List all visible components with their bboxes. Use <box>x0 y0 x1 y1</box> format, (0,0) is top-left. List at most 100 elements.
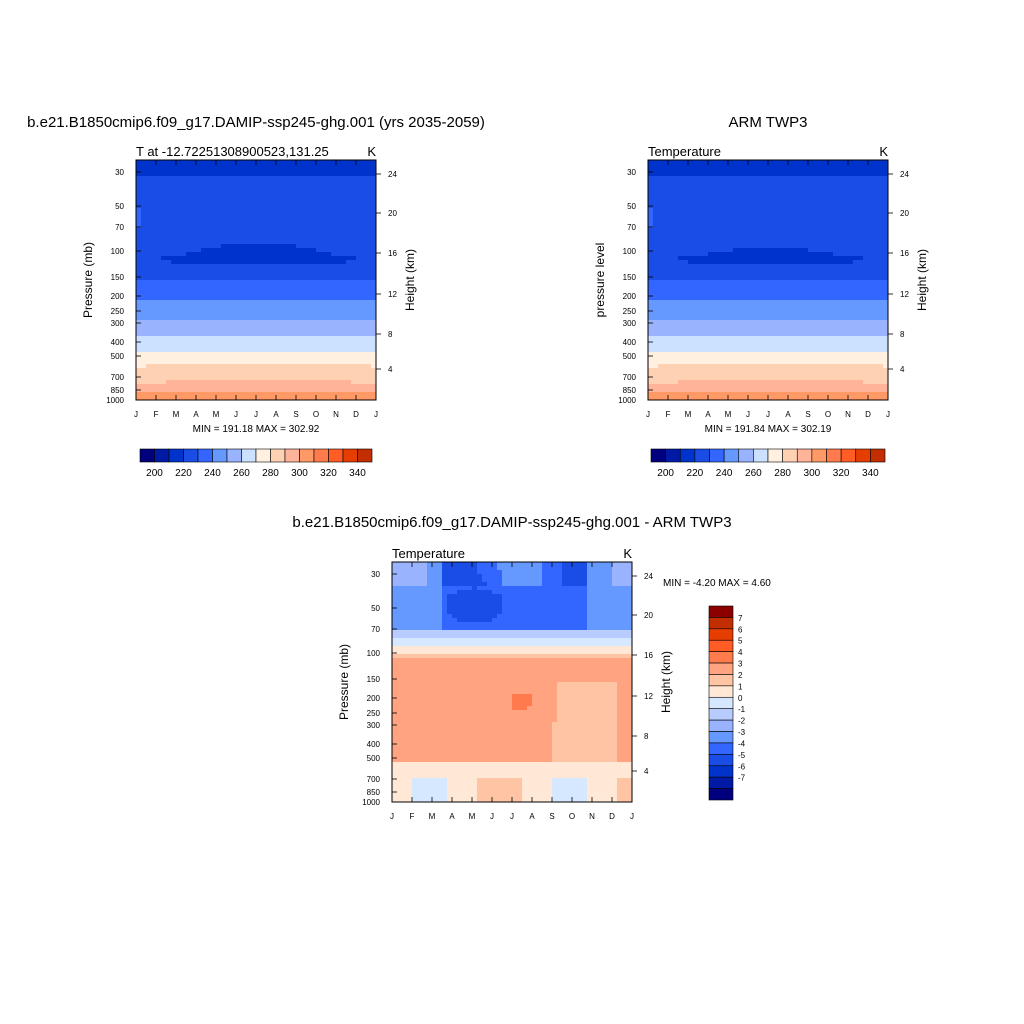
heatmap-cell <box>336 336 342 341</box>
heatmap-cell <box>221 252 227 257</box>
heatmap-cell <box>286 288 292 293</box>
heatmap-cell <box>713 180 719 185</box>
heatmap-cell <box>306 292 312 297</box>
heatmap-cell <box>883 308 889 313</box>
heatmap-cell <box>226 300 232 305</box>
heatmap-cell <box>326 180 332 185</box>
heatmap-cell <box>738 288 744 293</box>
heatmap-cell <box>211 352 217 357</box>
heatmap-cell <box>196 248 202 253</box>
heatmap-cell <box>271 376 277 381</box>
heatmap-cell <box>743 200 749 205</box>
heatmap-cell <box>306 184 312 189</box>
heatmap-cell <box>346 368 352 373</box>
heatmap-cell <box>216 232 222 237</box>
heatmap-cell <box>783 168 789 173</box>
heatmap-cell <box>191 396 197 401</box>
heatmap-cell <box>698 324 704 329</box>
heatmap-cell <box>783 256 789 261</box>
heatmap-cell <box>266 192 272 197</box>
heatmap-cell <box>151 352 157 357</box>
heatmap-cell <box>653 204 659 209</box>
heatmap-cell <box>748 216 754 221</box>
heatmap-cell <box>241 384 247 389</box>
heatmap-cell <box>271 308 277 313</box>
heatmap-cell <box>708 216 714 221</box>
heatmap-cell <box>693 308 699 313</box>
heatmap-cell <box>296 368 302 373</box>
heatmap-cell <box>196 328 202 333</box>
heatmap-cell <box>281 212 287 217</box>
heatmap-cell <box>883 296 889 301</box>
heatmap-cell <box>216 268 222 273</box>
heatmap-cell <box>236 256 242 261</box>
heatmap-cell <box>246 240 252 245</box>
heatmap-cell <box>196 292 202 297</box>
heatmap-cell <box>653 216 659 221</box>
heatmap-cell <box>171 380 177 385</box>
heatmap-cell <box>171 376 177 381</box>
heatmap-cell <box>728 264 734 269</box>
heatmap-cell <box>296 208 302 213</box>
heatmap-cell <box>141 172 147 177</box>
heatmap-cell <box>798 192 804 197</box>
heatmap-cell <box>326 196 332 201</box>
heatmap-cell <box>688 288 694 293</box>
heatmap-cell <box>843 208 849 213</box>
heatmap-cell <box>186 364 192 369</box>
heatmap-cell <box>276 212 282 217</box>
heatmap-cell <box>798 212 804 217</box>
heatmap-cell <box>326 184 332 189</box>
heatmap-cell <box>723 248 729 253</box>
heatmap-cell <box>853 160 859 165</box>
heatmap-cell <box>211 388 217 393</box>
heatmap-cell <box>276 208 282 213</box>
heatmap-cell <box>371 272 377 277</box>
heatmap-cell <box>708 196 714 201</box>
heatmap-cell <box>366 332 372 337</box>
heatmap-cell <box>678 160 684 165</box>
heatmap-cell <box>286 360 292 365</box>
heatmap-cell <box>783 188 789 193</box>
heatmap-cell <box>286 296 292 301</box>
heatmap-cell <box>146 252 152 257</box>
heatmap-cell <box>306 200 312 205</box>
heatmap-cell <box>306 260 312 265</box>
heatmap-cell <box>703 212 709 217</box>
heatmap-cell <box>798 164 804 169</box>
heatmap-cell <box>878 196 884 201</box>
heatmap-cell <box>231 308 237 313</box>
heatmap-cell <box>678 192 684 197</box>
heatmap-cell <box>261 244 267 249</box>
heatmap-cell <box>653 264 659 269</box>
heatmap-cell <box>226 196 232 201</box>
heatmap-cell <box>161 276 167 281</box>
heatmap-cell <box>181 396 187 401</box>
heatmap-cell <box>321 252 327 257</box>
heatmap-cell <box>648 236 654 241</box>
heatmap-cell <box>321 344 327 349</box>
heatmap-cell <box>246 320 252 325</box>
heatmap-cell <box>693 316 699 321</box>
heatmap-cell <box>758 184 764 189</box>
heatmap-cell <box>351 216 357 221</box>
heatmap-cell <box>843 188 849 193</box>
heatmap-cell <box>281 200 287 205</box>
heatmap-cell <box>311 312 317 317</box>
heatmap-cell <box>271 364 277 369</box>
heatmap-cell <box>341 200 347 205</box>
heatmap-cell <box>226 248 232 253</box>
heatmap-cell <box>161 224 167 229</box>
heatmap-cell <box>698 248 704 253</box>
heatmap-cell <box>266 172 272 177</box>
heatmap-cell <box>256 308 262 313</box>
heatmap-cell <box>261 212 267 217</box>
heatmap-cell <box>196 340 202 345</box>
heatmap-cell <box>191 364 197 369</box>
heatmap-cell <box>818 164 824 169</box>
heatmap-cell <box>853 308 859 313</box>
heatmap-cell <box>241 264 247 269</box>
heatmap-cell <box>166 332 172 337</box>
heatmap-cell <box>688 192 694 197</box>
heatmap-cell <box>873 272 879 277</box>
